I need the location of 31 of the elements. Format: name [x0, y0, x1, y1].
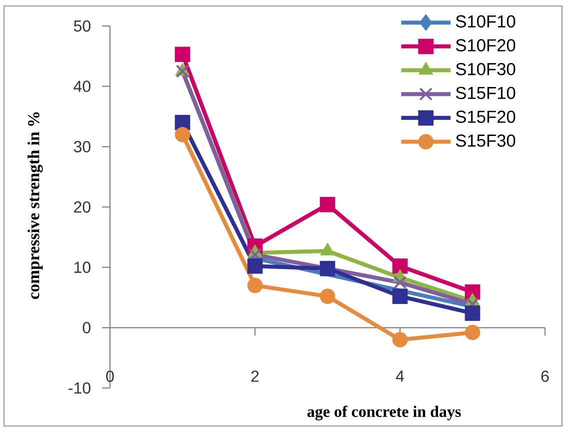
- y-tick-label: 0: [82, 322, 90, 334]
- legend-label: S10F20: [456, 39, 516, 52]
- point: [320, 288, 336, 304]
- x-tick-label: 2: [251, 370, 259, 382]
- x-tick-label: 4: [396, 370, 404, 382]
- point: [247, 258, 263, 274]
- y-axis-title: compressive strength in %: [28, 112, 43, 299]
- point: [392, 258, 408, 274]
- point: [393, 276, 407, 290]
- legend-label: S15F20: [456, 110, 516, 123]
- point: [392, 288, 408, 304]
- y-tick-label: -10: [68, 382, 90, 394]
- legend-label: S15F30: [456, 134, 516, 147]
- legend-label: S10F10: [456, 15, 516, 28]
- y-tick-label: 50: [74, 20, 90, 32]
- point: [174, 126, 190, 142]
- point: [464, 324, 480, 340]
- y-tick-label: 40: [74, 80, 90, 92]
- point: [174, 46, 190, 62]
- point: [464, 306, 480, 321]
- point: [247, 278, 263, 294]
- y-tick-label: 30: [74, 141, 90, 152]
- y-tick-label: 10: [74, 262, 90, 273]
- x-axis-title: age of concrete in days: [307, 406, 461, 420]
- point: [320, 260, 336, 276]
- y-tick-label: 20: [74, 201, 90, 213]
- legend-label: S15F10: [456, 86, 516, 100]
- x-tick-label: 6: [541, 370, 549, 382]
- point: [392, 332, 408, 348]
- legend-label: S10F30: [456, 62, 516, 76]
- point: [320, 196, 336, 212]
